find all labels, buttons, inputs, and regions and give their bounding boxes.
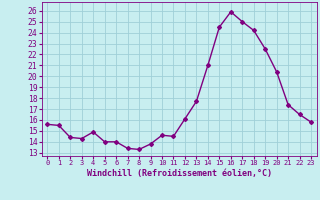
X-axis label: Windchill (Refroidissement éolien,°C): Windchill (Refroidissement éolien,°C) <box>87 169 272 178</box>
